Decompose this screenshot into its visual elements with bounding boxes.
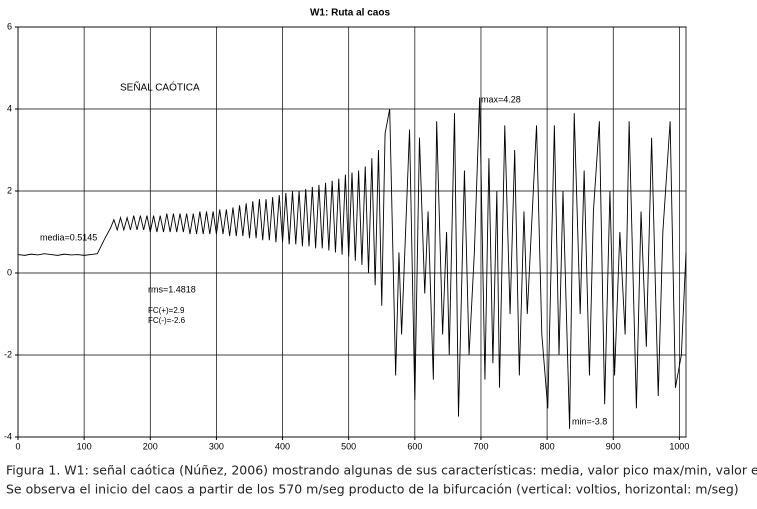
y-tick-label: 2	[7, 185, 12, 195]
plot-frame	[17, 26, 687, 438]
y-tick-label: -4	[4, 431, 12, 441]
annotation: rms=1.4818	[148, 284, 196, 294]
x-tick-label: 600	[407, 441, 422, 451]
annotation: min=-3.8	[572, 416, 607, 426]
x-tick-label: 700	[473, 441, 488, 451]
y-tick-label: 6	[7, 21, 12, 31]
y-tick-label: 0	[7, 267, 12, 277]
x-tick-label: 800	[540, 441, 555, 451]
x-tick-label: 100	[77, 441, 92, 451]
annotation: FC(-)=-2.6	[148, 316, 186, 325]
annotation: media=0.5145	[40, 232, 97, 242]
x-tick-label: 0	[15, 441, 20, 451]
annotation: FC(+)=2.9	[148, 306, 185, 315]
signal-line	[17, 97, 687, 429]
y-tick-label: 4	[7, 103, 12, 113]
x-tick-label: 1000	[669, 441, 689, 451]
x-tick-label: 500	[341, 441, 356, 451]
caption: Se observa el inicio del caos a partir d…	[6, 482, 739, 497]
y-tick-label: -2	[4, 349, 12, 359]
chart-title: W1: Ruta al caos	[310, 8, 390, 19]
annotation: SEÑAL CAÓTICA	[120, 81, 200, 94]
caption: Figura 1. W1: señal caótica (Núñez, 2006…	[6, 463, 757, 478]
annotation: max=4.28	[481, 94, 521, 104]
x-tick-label: 300	[209, 441, 224, 451]
x-tick-label: 400	[275, 441, 290, 451]
x-tick-label: 200	[143, 441, 158, 451]
x-tick-label: 900	[606, 441, 621, 451]
